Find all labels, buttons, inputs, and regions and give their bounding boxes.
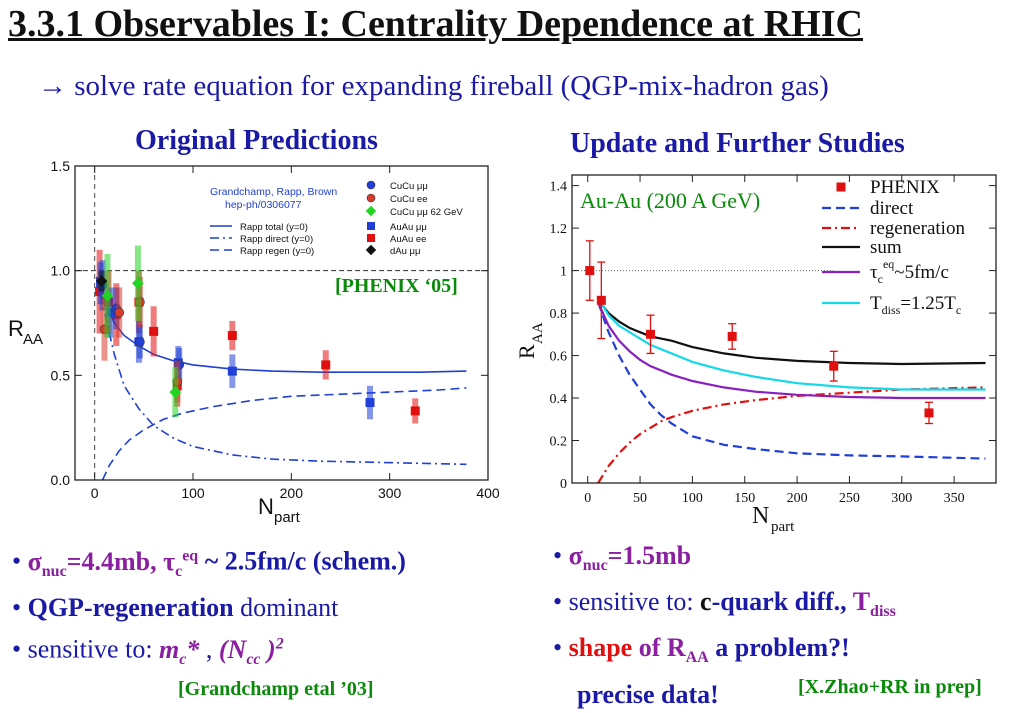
legend-label: PHENIX <box>870 177 940 198</box>
curve-solid <box>597 297 986 391</box>
y-tick-label: 0.4 <box>550 392 568 407</box>
x-tick-label: 200 <box>787 491 808 506</box>
left-x-axis-label: N part <box>258 494 301 526</box>
right-reference: [X.Zhao+RR in prep] <box>798 676 982 698</box>
legend-label: CuCu μμ 62 GeV <box>390 207 463 218</box>
left-chart: 0 100 200 300 400 0.0 0.5 1.0 1.5 Grandchamp, Ra… <box>0 158 505 531</box>
right-y-axis-label: R AA <box>514 322 546 359</box>
left-bullet-2: • QGP-regeneration dominant <box>12 592 339 622</box>
data-point <box>727 331 737 341</box>
x-tick-label: 200 <box>280 485 304 501</box>
left-bullet-3: • sensitive to: mc* , (Ncc )2 <box>12 634 284 668</box>
curve-dashdot <box>95 276 467 466</box>
curve-dashed <box>101 387 467 481</box>
y-label-main: R <box>8 316 24 341</box>
data-point <box>101 289 114 302</box>
legend-label: regeneration <box>870 218 965 239</box>
collision-annotation: Au-Au (200 A GeV) <box>580 188 760 213</box>
legend-label: Rapp total (y=0) <box>240 222 308 233</box>
x-label-sub: part <box>274 509 301 526</box>
legend-label: Rapp regen (y=0) <box>240 246 314 257</box>
y-label-main: R <box>514 344 539 359</box>
x-tick-label: 400 <box>476 485 500 501</box>
left-column-heading: Original Predictions <box>135 125 378 156</box>
data-point <box>149 326 159 336</box>
legend-label: CuCu ee <box>390 194 428 205</box>
x-tick-label: 300 <box>891 491 912 506</box>
y-tick-label: 0.8 <box>550 307 568 322</box>
inset-author: Grandchamp, Rapp, Brown <box>210 186 337 198</box>
left-bullets: • σnuc=4.4mb, τceq ~ 2.5fm/c (schem.) • … <box>12 538 406 678</box>
inset-ref: hep-ph/0306077 <box>225 199 302 211</box>
legend-marker <box>366 193 376 203</box>
data-point <box>585 266 595 276</box>
data-point <box>227 331 237 341</box>
curve-dashed <box>597 302 986 460</box>
legend-label: AuAu μμ <box>390 222 427 233</box>
left-bullet-1: • σnuc=4.4mb, τceq ~ 2.5fm/c (schem.) <box>12 546 406 580</box>
curve-solid <box>597 301 986 400</box>
y-tick-label: 1.2 <box>550 222 568 237</box>
right-bullet-2: • sensitive to: c-quark diff., Tdiss <box>553 587 896 621</box>
slide-title: 3.3.1 Observables I: Centrality Dependen… <box>8 3 863 45</box>
legend-marker <box>836 182 846 192</box>
y-label-sub: AA <box>530 322 546 344</box>
legend-label: Rapp direct (y=0) <box>240 234 313 245</box>
data-point <box>321 360 331 370</box>
data-point <box>135 337 145 347</box>
legend-label: CuCu μμ <box>390 181 428 192</box>
y-label-sub: AA <box>23 331 43 348</box>
right-bullets: • σnuc=1.5mb • sensitive to: c-quark dif… <box>553 538 896 713</box>
x-label-main: N <box>752 503 769 529</box>
data-point <box>596 295 606 305</box>
left-reference: [Grandchamp etal ’03] <box>178 678 374 700</box>
y-tick-label: 1 <box>560 265 567 280</box>
legend-label: direct <box>870 198 914 219</box>
legend-label: dAu μμ <box>390 246 421 257</box>
y-tick-label: 0.0 <box>51 472 71 488</box>
legend-label: sum <box>870 237 902 258</box>
right-column-heading: Update and Further Studies <box>570 128 905 159</box>
data-point <box>365 398 375 408</box>
legend-marker <box>367 222 375 230</box>
data-point <box>227 366 237 376</box>
x-tick-label: 100 <box>181 485 205 501</box>
y-tick-label: 1.4 <box>550 180 568 195</box>
y-tick-label: 0.6 <box>550 350 568 365</box>
x-tick-label: 350 <box>944 491 965 506</box>
y-tick-label: 1.5 <box>51 158 71 174</box>
y-tick-label: 1.0 <box>51 263 71 279</box>
plot-frame <box>571 174 997 484</box>
data-point <box>114 307 125 318</box>
left-y-axis-label: R AA <box>8 316 43 348</box>
legend-label: AuAu ee <box>390 234 426 245</box>
right-x-axis-label: N part <box>752 503 795 535</box>
x-label-main: N <box>258 494 274 519</box>
data-point <box>924 408 934 418</box>
phenix-annotation: [PHENIX ‘05] <box>335 275 458 297</box>
x-label-sub: part <box>771 519 795 535</box>
data-point <box>829 361 839 371</box>
right-bullet-1: • σnuc=1.5mb <box>553 541 692 575</box>
slide-subtitle: → solve rate equation for expanding fire… <box>38 70 829 102</box>
y-tick-label: 0 <box>560 477 567 492</box>
y-tick-label: 0.2 <box>550 435 568 450</box>
plot-frame <box>74 165 489 481</box>
x-tick-label: 0 <box>584 491 591 506</box>
right-bullet-4: precise data! <box>577 679 719 709</box>
x-tick-label: 250 <box>839 491 860 506</box>
data-point <box>646 329 656 339</box>
legend-marker <box>366 180 376 190</box>
data-point <box>410 406 420 416</box>
y-tick-label: 0.5 <box>51 367 71 383</box>
x-tick-label: 100 <box>682 491 703 506</box>
x-tick-label: 50 <box>633 491 647 506</box>
right-bullet-3: • shape of RAA a problem?! <box>553 633 850 667</box>
legend-marker <box>367 234 375 242</box>
x-tick-label: 300 <box>378 485 402 501</box>
right-chart: 0 50 100 150 200 250 300 350 0 0.2 0.4 0.6 0.8 1 1.2 1.… <box>512 163 1000 537</box>
x-tick-label: 150 <box>734 491 755 506</box>
x-tick-label: 0 <box>91 485 99 501</box>
curve-dashdot <box>597 386 986 484</box>
